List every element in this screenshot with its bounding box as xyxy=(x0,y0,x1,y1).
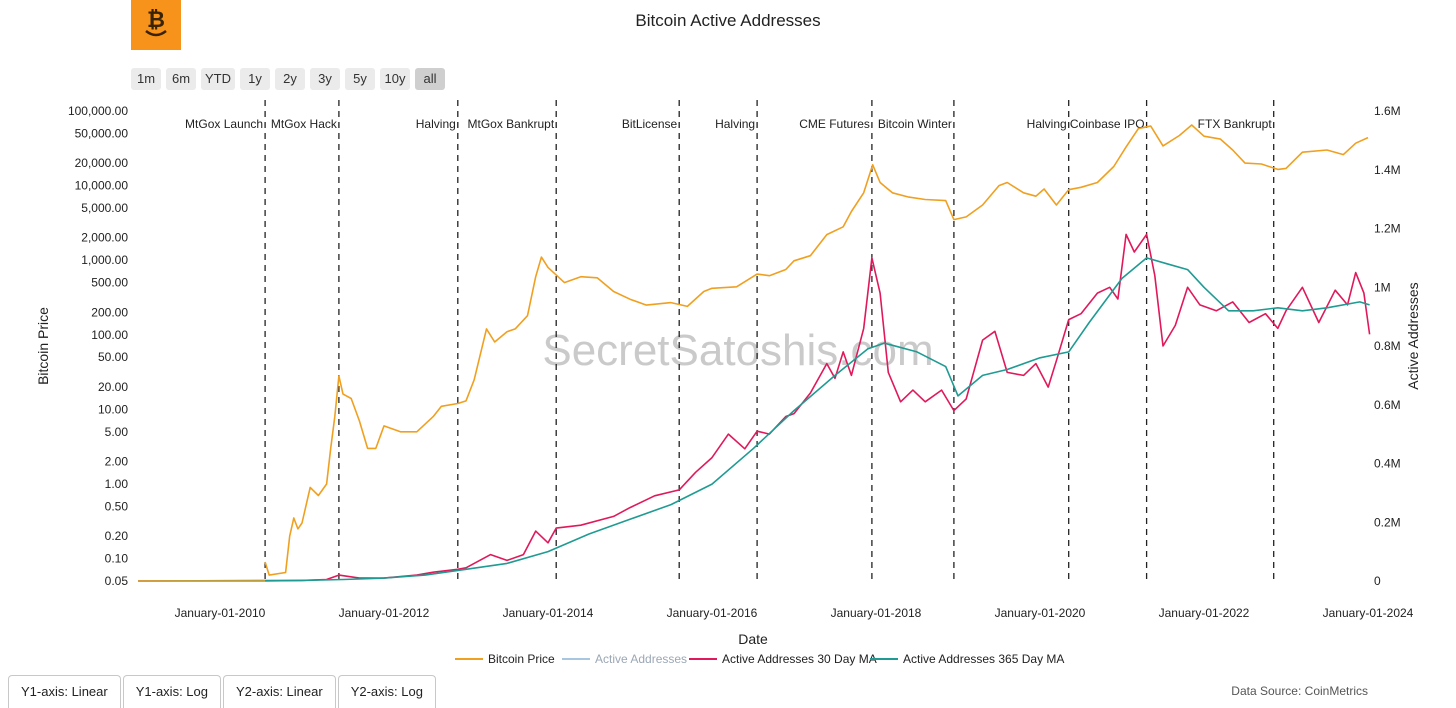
event-label: MtGox Launch xyxy=(185,117,263,131)
y1-tick-label: 0.50 xyxy=(105,499,129,513)
x-tick-label: January-01-2016 xyxy=(667,606,758,620)
watermark-text: SecretSatoshis.com xyxy=(542,326,933,375)
y1-tick-label: 1.00 xyxy=(105,477,129,491)
y1-tick-label: 5.00 xyxy=(105,425,129,439)
y2-axis-title: Active Addresses xyxy=(1405,282,1421,389)
range-button-1m[interactable]: 1m xyxy=(131,68,161,90)
x-tick-label: January-01-2020 xyxy=(995,606,1086,620)
y2-tick-label: 1M xyxy=(1374,280,1391,294)
y1-tick-label: 0.20 xyxy=(105,529,129,543)
legend-label: Active Addresses xyxy=(595,652,687,666)
bitcoin-logo-icon: ₿ xyxy=(145,8,167,37)
range-button-5y[interactable]: 5y xyxy=(345,68,375,90)
y1-axis-title: Bitcoin Price xyxy=(35,307,51,385)
event-label: MtGox Hack xyxy=(271,117,338,131)
logo: ₿ xyxy=(131,0,181,50)
legend-label: Active Addresses 30 Day MA xyxy=(722,652,877,666)
y2-tick-label: 0.8M xyxy=(1374,339,1401,353)
range-button-10y[interactable]: 10y xyxy=(380,68,410,90)
y1-tick-label: 10,000.00 xyxy=(75,179,129,193)
x-tick-label: January-01-2014 xyxy=(503,606,594,620)
range-selector: 1m 6m YTD 1y 2y 3y 5y 10y all xyxy=(131,68,445,90)
x-axis-title: Date xyxy=(738,631,768,647)
axis-button-y1-axis-linear[interactable]: Y1-axis: Linear xyxy=(8,675,121,708)
event-label: MtGox Bankrupt xyxy=(467,117,554,131)
y1-tick-label: 200.00 xyxy=(91,305,128,319)
y1-tick-label: 500.00 xyxy=(91,276,128,290)
y2-tick-label: 0.6M xyxy=(1374,398,1401,412)
x-tick-label: January-01-2010 xyxy=(175,606,266,620)
y2-tick-label: 0.4M xyxy=(1374,457,1401,471)
x-tick-label: January-01-2024 xyxy=(1323,606,1414,620)
range-button-ytd[interactable]: YTD xyxy=(201,68,235,90)
axis-button-y1-axis-log[interactable]: Y1-axis: Log xyxy=(122,675,221,708)
y2-tick-label: 1.6M xyxy=(1374,104,1401,118)
x-tick-label: January-01-2018 xyxy=(831,606,922,620)
y1-tick-label: 1,000.00 xyxy=(81,253,128,267)
event-label: FTX Bankrupt xyxy=(1198,117,1273,131)
series-line-active-addresses-365-day-ma xyxy=(137,257,1370,582)
y1-tick-label: 0.05 xyxy=(105,574,129,588)
event-label: Halving xyxy=(715,117,755,131)
event-label: Halving xyxy=(1027,117,1067,131)
data-source: Data Source: CoinMetrics xyxy=(1231,684,1368,698)
x-tick-label: January-01-2012 xyxy=(339,606,430,620)
y1-tick-label: 20.00 xyxy=(98,380,128,394)
legend-label: Active Addresses 365 Day MA xyxy=(903,652,1064,666)
range-button-2y[interactable]: 2y xyxy=(275,68,305,90)
y1-tick-label: 5,000.00 xyxy=(81,201,128,215)
x-tick-label: January-01-2022 xyxy=(1159,606,1250,620)
range-button-3y[interactable]: 3y xyxy=(310,68,340,90)
axis-button-y2-axis-log[interactable]: Y2-axis: Log xyxy=(337,675,436,708)
range-button-1y[interactable]: 1y xyxy=(240,68,270,90)
chart-svg: SecretSatoshis.com 100,000.00 50,000.00 20,… xyxy=(35,100,1421,666)
y1-tick-label: 50.00 xyxy=(98,350,128,364)
chart-title: Bitcoin Active Addresses xyxy=(635,11,821,30)
event-label: Halving xyxy=(416,117,456,131)
y1-tick-label: 50,000.00 xyxy=(75,126,129,140)
series-line-bitcoin-price xyxy=(264,124,1369,576)
y1-tick-label: 0.10 xyxy=(105,552,129,566)
axis-button-y2-axis-linear[interactable]: Y2-axis: Linear xyxy=(222,675,336,708)
y1-tick-label: 100.00 xyxy=(91,328,128,342)
legend-label: Bitcoin Price xyxy=(488,652,555,666)
y2-tick-label: 0 xyxy=(1374,574,1381,588)
y1-tick-label: 2.00 xyxy=(105,455,129,469)
svg-text:₿: ₿ xyxy=(147,8,165,33)
range-button-all[interactable]: all xyxy=(415,68,445,90)
y1-tick-label: 100,000.00 xyxy=(68,104,128,118)
event-label: BitLicense xyxy=(622,117,678,131)
event-label: Bitcoin Winter xyxy=(878,117,952,131)
y2-tick-label: 1.2M xyxy=(1374,222,1401,236)
y1-tick-label: 10.00 xyxy=(98,402,128,416)
y1-tick-label: 20,000.00 xyxy=(75,156,129,170)
y2-tick-label: 1.4M xyxy=(1374,163,1401,177)
series-line-active-addresses-30-day-ma xyxy=(138,233,1371,582)
range-button-6m[interactable]: 6m xyxy=(166,68,196,90)
event-label: Coinbase IPO xyxy=(1070,117,1145,131)
y1-tick-label: 2,000.00 xyxy=(81,231,128,245)
axis-scale-buttons: Y1-axis: Linear Y1-axis: Log Y2-axis: Line… xyxy=(8,675,438,708)
event-label: CME Futures xyxy=(799,117,870,131)
y2-tick-label: 0.2M xyxy=(1374,515,1401,529)
